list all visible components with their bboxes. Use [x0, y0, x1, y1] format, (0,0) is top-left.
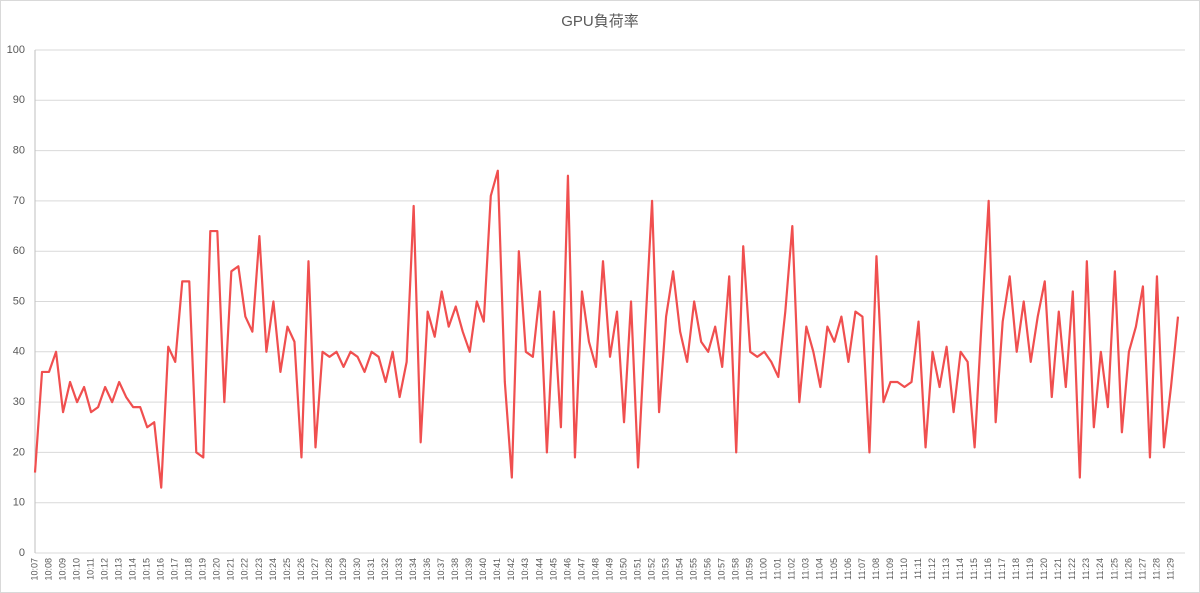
x-tick-label: 10:27	[310, 558, 320, 581]
x-tick-label: 11:01	[773, 558, 783, 580]
x-tick-label: 10:46	[562, 558, 572, 581]
x-tick-label: 10:52	[646, 558, 656, 581]
x-tick-label: 10:51	[632, 558, 642, 581]
x-tick-label: 10:34	[408, 558, 418, 581]
x-tick-label: 10:44	[534, 558, 544, 581]
x-tick-label: 10:43	[520, 558, 530, 581]
x-tick-label: 10:47	[576, 558, 586, 581]
x-tick-label: 10:37	[436, 558, 446, 581]
x-tick-label: 10:18	[184, 558, 194, 581]
x-tick-label: 10:21	[226, 558, 236, 581]
x-tick-label: 10:48	[590, 558, 600, 581]
x-tick-label: 10:25	[282, 558, 292, 581]
data-line	[33, 169, 1180, 489]
x-tick-label: 11:25	[1109, 558, 1119, 580]
x-tick-label: 11:17	[997, 558, 1007, 580]
x-tick-label: 10:29	[338, 558, 348, 581]
y-tick-label: 60	[13, 245, 25, 257]
x-tick-label: 11:26	[1123, 558, 1133, 580]
x-tick-label: 11:18	[1011, 558, 1021, 580]
x-tick-label: 11:21	[1053, 558, 1063, 580]
x-tick-label: 10:56	[703, 558, 713, 581]
y-tick-label: 50	[13, 295, 25, 307]
x-tick-label: 11:08	[871, 558, 881, 580]
x-tick-label: 10:55	[689, 558, 699, 581]
x-tick-label: 10:50	[618, 558, 628, 581]
x-tick-label: 10:17	[170, 558, 180, 581]
x-tick-label: 11:23	[1081, 558, 1091, 580]
y-tick-label: 100	[7, 44, 25, 56]
x-tick-label: 11:12	[927, 558, 937, 580]
x-tick-label: 10:38	[450, 558, 460, 581]
x-tick-label: 10:13	[114, 558, 124, 581]
x-tick-label: 10:15	[142, 558, 152, 581]
x-tick-label: 11:04	[815, 558, 825, 580]
y-tick-label: 20	[13, 446, 25, 458]
x-tick-label: 10:24	[268, 558, 278, 581]
x-tick-label: 10:33	[394, 558, 404, 581]
x-tick-label: 11:19	[1025, 558, 1035, 580]
x-tick-label: 11:15	[969, 558, 979, 580]
y-tick-label: 30	[13, 396, 25, 408]
x-tick-label: 10:45	[548, 558, 558, 581]
x-tick-label: 10:59	[745, 558, 755, 581]
x-tick-label: 10:23	[254, 558, 264, 581]
x-tick-label: 10:42	[506, 558, 516, 581]
x-tick-label: 10:41	[492, 558, 502, 581]
x-tick-label: 11:20	[1039, 558, 1049, 580]
chart-title: GPU負荷率	[561, 13, 639, 30]
x-tick-label: 11:07	[857, 558, 867, 580]
x-tick-label: 11:02	[787, 558, 797, 580]
x-tick-label: 10:11	[85, 558, 95, 580]
x-tick-label: 10:49	[604, 558, 614, 581]
x-tick-label: 11:22	[1067, 558, 1077, 580]
x-tick-label: 11:00	[759, 558, 769, 580]
x-tick-label: 11:16	[983, 558, 993, 580]
x-tick-label: 11:14	[955, 558, 965, 580]
y-tick-label: 10	[13, 497, 25, 509]
x-tick-label: 10:30	[352, 558, 362, 581]
x-tick-label: 11:13	[941, 558, 951, 580]
x-tick-label: 10:53	[660, 558, 670, 581]
x-tick-label: 10:12	[99, 558, 109, 581]
x-tick-label: 10:32	[380, 558, 390, 581]
x-tick-label: 11:11	[913, 558, 923, 579]
x-tick-label: 11:05	[829, 558, 839, 580]
x-tick-label: 10:14	[128, 558, 138, 581]
x-tick-label: 10:57	[717, 558, 727, 581]
x-tick-label: 10:39	[464, 558, 474, 581]
x-tick-label: 10:28	[324, 558, 334, 581]
x-tick-label: 10:40	[478, 558, 488, 581]
x-tick-label: 10:36	[422, 558, 432, 581]
y-tick-label: 90	[13, 94, 25, 106]
x-tick-label: 10:16	[156, 558, 166, 581]
x-tick-label: 10:54	[674, 558, 684, 581]
x-tick-label: 11:09	[885, 558, 895, 580]
y-tick-label: 0	[19, 547, 25, 559]
y-tick-label: 70	[13, 195, 25, 207]
x-tick-label: 11:29	[1165, 558, 1175, 580]
x-tick-label: 11:27	[1137, 558, 1147, 580]
x-tick-label: 10:10	[71, 558, 81, 581]
x-tick-label: 11:06	[843, 558, 853, 580]
x-tick-label: 11:03	[801, 558, 811, 580]
x-tick-label: 10:26	[296, 558, 306, 581]
y-tick-label: 80	[13, 145, 25, 157]
x-tick-label: 10:09	[57, 558, 67, 581]
x-tick-label: 10:08	[43, 558, 53, 581]
x-tick-label: 11:10	[899, 558, 909, 580]
x-tick-label: 11:28	[1151, 558, 1161, 580]
x-tick-label: 10:31	[366, 558, 376, 581]
x-tick-label: 10:07	[29, 558, 39, 581]
y-tick-label: 40	[13, 346, 25, 358]
x-tick-label: 11:24	[1095, 558, 1105, 580]
x-tick-label: 10:19	[198, 558, 208, 581]
x-tick-label: 10:58	[731, 558, 741, 581]
x-tick-label: 10:22	[240, 558, 250, 581]
x-tick-label: 10:20	[212, 558, 222, 581]
